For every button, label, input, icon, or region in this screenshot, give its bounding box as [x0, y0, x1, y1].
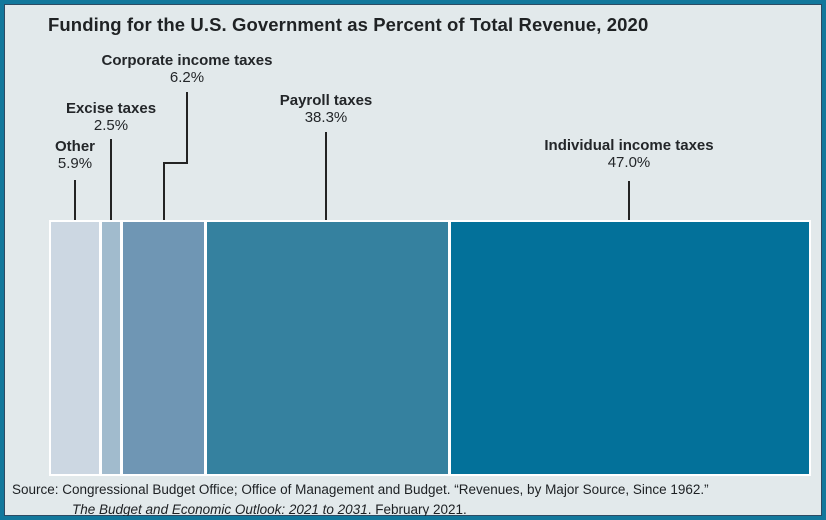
label-other-value: 5.9%	[57, 155, 93, 172]
chart-title: Funding for the U.S. Government as Perce…	[48, 14, 649, 35]
leader-line-corporate-elbow	[163, 162, 188, 164]
bar-segment-other	[51, 222, 99, 474]
label-excise-name: Excise taxes	[65, 100, 157, 117]
label-individual-income-taxes: Individual income taxes 47.0%	[544, 137, 713, 171]
bar-segment-payroll-taxes	[207, 222, 448, 474]
label-corporate-name: Corporate income taxes	[101, 52, 273, 69]
bar-segment-excise-taxes	[102, 222, 120, 474]
label-payroll-name: Payroll taxes	[279, 92, 373, 109]
source-line2-italic: The Budget and Economic Outlook: 2021 to…	[72, 502, 368, 517]
label-individual-name: Individual income taxes	[544, 137, 714, 154]
label-payroll-taxes: Payroll taxes 38.3%	[280, 92, 373, 126]
leader-line-payroll	[325, 132, 327, 220]
label-excise-taxes: Excise taxes 2.5%	[66, 100, 156, 134]
leader-line-corporate-lower	[163, 162, 165, 220]
label-corporate-value: 6.2%	[169, 69, 205, 86]
leader-line-other	[74, 180, 76, 220]
leader-line-excise	[110, 139, 112, 220]
source-line2-rest: . February 2021.	[367, 502, 467, 517]
label-corporate-income-taxes: Corporate income taxes 6.2%	[102, 52, 273, 86]
stacked-bar	[49, 220, 811, 476]
source-line1: Source: Congressional Budget Office; Off…	[12, 482, 709, 497]
leader-line-corporate-upper	[186, 92, 188, 164]
bar-segment-individual-income-taxes	[451, 222, 809, 474]
bar-segment-corporate-income-taxes	[123, 222, 204, 474]
source-note: Source: Congressional Budget Office; Off…	[12, 480, 709, 517]
label-other: Other 5.9%	[55, 138, 95, 172]
label-other-name: Other	[54, 138, 96, 155]
source-line2: The Budget and Economic Outlook: 2021 to…	[72, 500, 709, 517]
label-individual-value: 47.0%	[607, 154, 651, 171]
label-payroll-value: 38.3%	[304, 109, 348, 126]
leader-line-individual	[628, 181, 630, 220]
label-excise-value: 2.5%	[93, 117, 129, 134]
